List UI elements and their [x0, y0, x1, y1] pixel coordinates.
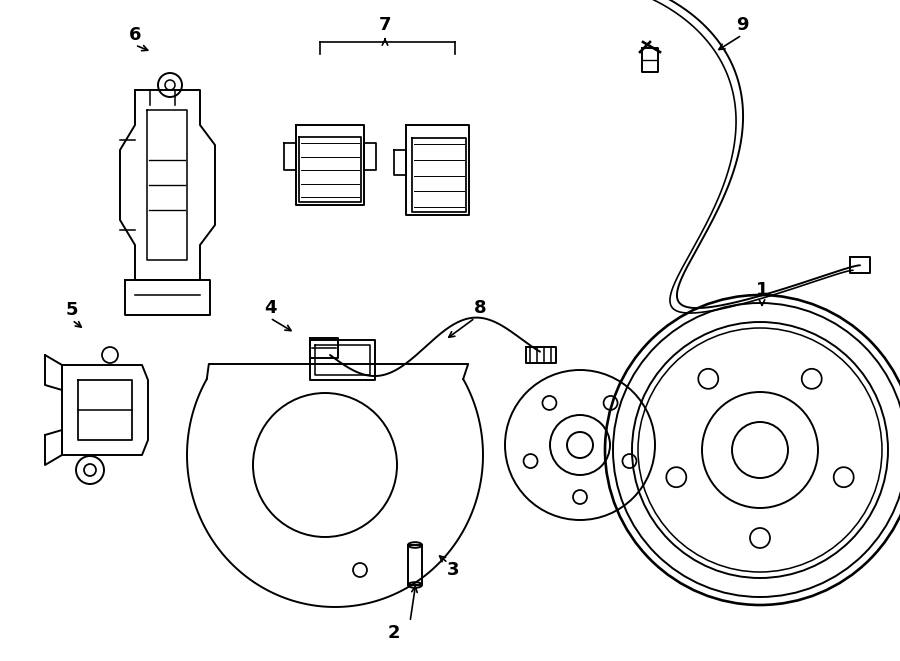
- Text: 1: 1: [756, 281, 769, 299]
- Text: 7: 7: [379, 16, 392, 34]
- Text: 2: 2: [388, 624, 400, 642]
- Text: 4: 4: [264, 299, 276, 317]
- Text: 5: 5: [66, 301, 78, 319]
- Text: 9: 9: [736, 16, 748, 34]
- Text: 8: 8: [473, 299, 486, 317]
- Text: 3: 3: [446, 561, 459, 579]
- Text: 6: 6: [129, 26, 141, 44]
